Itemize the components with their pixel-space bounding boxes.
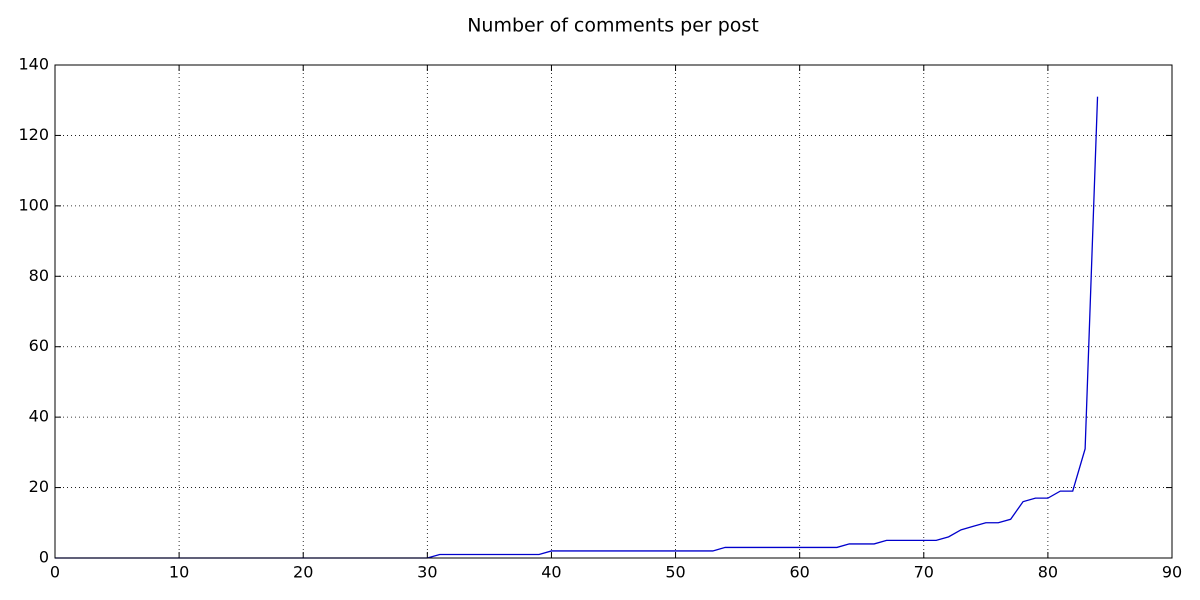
x-tick-label: 80 xyxy=(1038,563,1058,582)
x-tick-label: 70 xyxy=(914,563,934,582)
y-tick-label: 120 xyxy=(18,125,49,144)
x-tick-label: 50 xyxy=(665,563,685,582)
x-tick-label: 40 xyxy=(541,563,561,582)
chart-title: Number of comments per post xyxy=(467,15,759,37)
data-line xyxy=(55,96,1099,559)
y-tick-label: 40 xyxy=(29,407,49,426)
x-tick-label: 20 xyxy=(293,563,313,582)
y-tick-label: 80 xyxy=(29,266,49,285)
y-tick-label: 60 xyxy=(29,336,49,355)
x-tick-label: 10 xyxy=(169,563,189,582)
y-tick-label: 100 xyxy=(18,195,49,214)
y-tick-label: 140 xyxy=(18,55,49,74)
x-tick-label: 90 xyxy=(1162,563,1182,582)
y-tick-label: 0 xyxy=(39,548,49,567)
y-tick-label: 20 xyxy=(29,477,49,496)
x-tick-label: 30 xyxy=(417,563,437,582)
plot-frame xyxy=(54,64,1173,559)
x-tick-label: 60 xyxy=(789,563,809,582)
x-tick-label: 0 xyxy=(50,563,60,582)
